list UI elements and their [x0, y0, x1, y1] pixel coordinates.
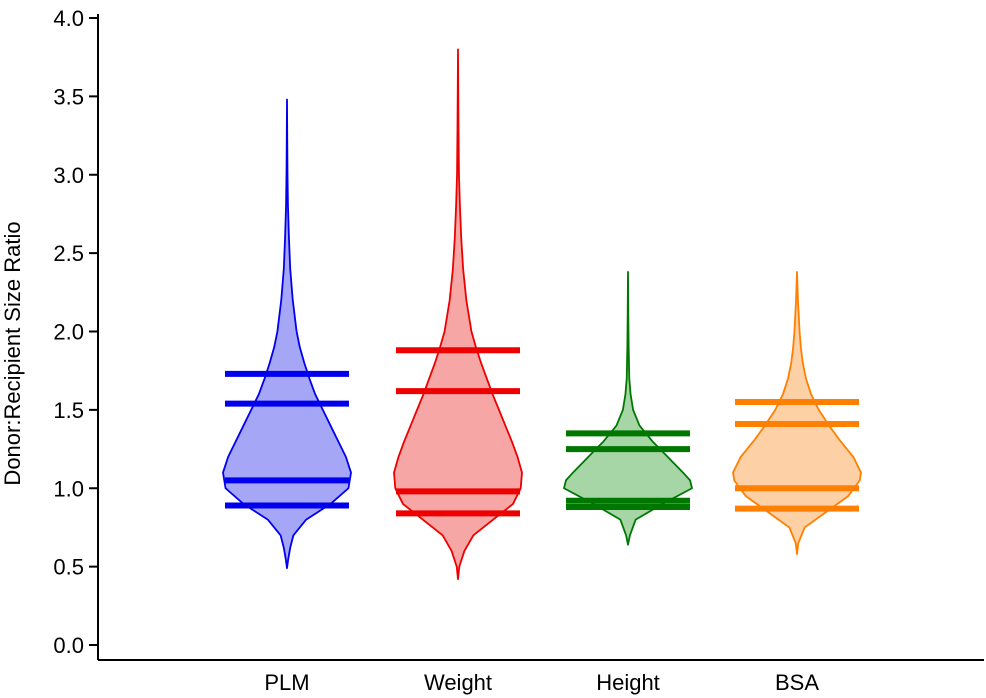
x-category-label: BSA — [775, 670, 819, 695]
violin-body — [563, 271, 693, 546]
y-tick-label: 3.0 — [53, 163, 84, 188]
violin-body — [222, 98, 352, 570]
violin-body — [393, 48, 523, 581]
violin-weight — [393, 48, 523, 581]
y-axis-title: Donor:Recipient Size Ratio — [0, 221, 25, 485]
y-tick-label: 4.0 — [53, 6, 84, 31]
y-tick-label: 1.5 — [53, 398, 84, 423]
y-tick-label: 0.5 — [53, 555, 84, 580]
x-category-label: Weight — [424, 670, 492, 695]
axes: 0.0 0.5 1.0 1.5 2.0 2.5 3.0 3.5 4.0 PLM Weight Heig… — [53, 6, 984, 695]
y-tick-label: 3.5 — [53, 84, 84, 109]
plot-area — [222, 48, 862, 581]
y-tick-label: 0.0 — [53, 633, 84, 658]
y-tick-label: 2.5 — [53, 241, 84, 266]
x-category-label: PLM — [264, 670, 309, 695]
violin-height — [563, 271, 693, 546]
violin-plm — [222, 98, 352, 570]
violin-body — [732, 271, 862, 555]
y-tick-label: 1.0 — [53, 476, 84, 501]
x-category-label: Height — [596, 670, 660, 695]
y-tick-label: 2.0 — [53, 320, 84, 345]
violin-bsa — [732, 271, 862, 555]
